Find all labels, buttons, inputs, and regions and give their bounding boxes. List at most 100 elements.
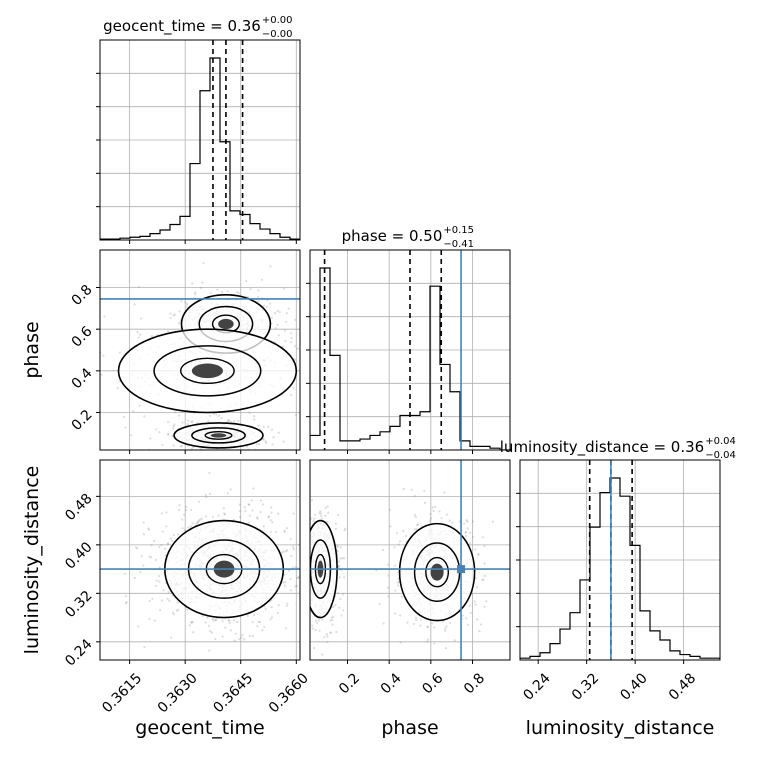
sample-point [174, 411, 177, 414]
sample-point [402, 487, 405, 491]
sample-point [148, 617, 151, 621]
sample-point [304, 617, 306, 619]
sample-point [325, 520, 328, 523]
sample-point [271, 521, 274, 524]
sample-point [482, 578, 485, 581]
ylabel-luminosity_distance: luminosity_distance [21, 466, 43, 655]
sample-point [336, 592, 340, 595]
sample-point [238, 515, 242, 519]
sample-point [253, 415, 256, 418]
sample-point [177, 321, 181, 325]
xtick-label-phase: 0.6 [419, 670, 446, 697]
sample-point [307, 599, 309, 601]
sample-point [307, 531, 309, 533]
sample-point [171, 539, 174, 543]
sample-point [290, 337, 293, 340]
sample-point [294, 413, 298, 416]
sample-point [133, 303, 136, 306]
sample-point [158, 431, 161, 434]
sample-point [142, 521, 145, 524]
sample-point [284, 627, 288, 630]
sample-point [276, 309, 279, 312]
sample-point [140, 317, 143, 320]
sample-point [217, 514, 220, 517]
sample-point [483, 605, 486, 608]
sample-point [469, 611, 473, 615]
sample-point [483, 545, 486, 548]
sample-point [320, 514, 323, 518]
xtick-label-geocent_time: 0.3615 [99, 670, 145, 716]
sample-point [329, 619, 332, 622]
sample-point [233, 420, 236, 423]
sample-point [169, 537, 172, 540]
sample-point [286, 549, 289, 552]
sample-point [342, 576, 346, 579]
sample-point [124, 602, 128, 605]
sample-point [158, 580, 161, 583]
sample-point [326, 505, 329, 508]
sample-point [308, 581, 310, 583]
sample-point [307, 619, 309, 621]
sample-point [269, 530, 272, 533]
contour-level-1 [173, 422, 264, 449]
contour-level-3 [425, 556, 450, 588]
sample-point [236, 621, 239, 624]
sample-point [274, 327, 277, 330]
sample-point [429, 517, 433, 520]
sample-point [159, 608, 162, 612]
sample-point [228, 622, 231, 625]
sample-point [316, 621, 319, 624]
sample-point [164, 547, 167, 550]
sample-point [466, 527, 469, 530]
sample-point [191, 420, 194, 423]
sample-point [277, 431, 280, 434]
contour-level-3 [204, 430, 233, 440]
sample-point [161, 530, 164, 533]
sample-point [190, 621, 193, 624]
sample-point [223, 512, 226, 515]
sample-point [302, 601, 304, 603]
sample-point [284, 340, 287, 343]
sample-point [313, 517, 316, 520]
title-upper-error: +0.04 [705, 436, 736, 447]
sample-point [257, 424, 260, 427]
sample-point [445, 513, 449, 516]
sample-point [324, 514, 327, 517]
ytick-label-luminosity_distance: 0.40 [62, 539, 95, 572]
sample-point [330, 616, 333, 619]
sample-point [139, 571, 142, 574]
sample-point [150, 556, 153, 559]
sample-point [248, 411, 251, 414]
sample-point [287, 569, 291, 572]
sample-point [171, 434, 174, 438]
sample-point [274, 530, 278, 534]
sample-point [234, 632, 237, 635]
sample-point [143, 415, 146, 418]
sample-point [290, 554, 293, 558]
sample-point [426, 625, 429, 628]
density-peak-1 [430, 563, 444, 581]
sample-point [341, 557, 344, 560]
sample-point [305, 369, 307, 371]
sample-point [227, 618, 230, 622]
sample-point [303, 596, 305, 598]
sample-point [147, 528, 151, 531]
sample-point [301, 570, 303, 572]
sample-point [210, 631, 213, 634]
sample-point [166, 542, 169, 545]
sample-point [256, 517, 259, 520]
panel-frame [99, 249, 301, 451]
sample-point [397, 543, 401, 546]
sample-point [464, 530, 467, 533]
sample-point [326, 635, 329, 638]
sample-point [68, 351, 70, 353]
panel-content [100, 40, 300, 240]
sample-point [415, 618, 418, 621]
sample-point [218, 414, 221, 417]
sample-point [397, 577, 400, 580]
sample-point [320, 366, 322, 368]
sample-point [478, 629, 481, 633]
sample-point [326, 342, 328, 344]
sample-point [428, 519, 431, 522]
